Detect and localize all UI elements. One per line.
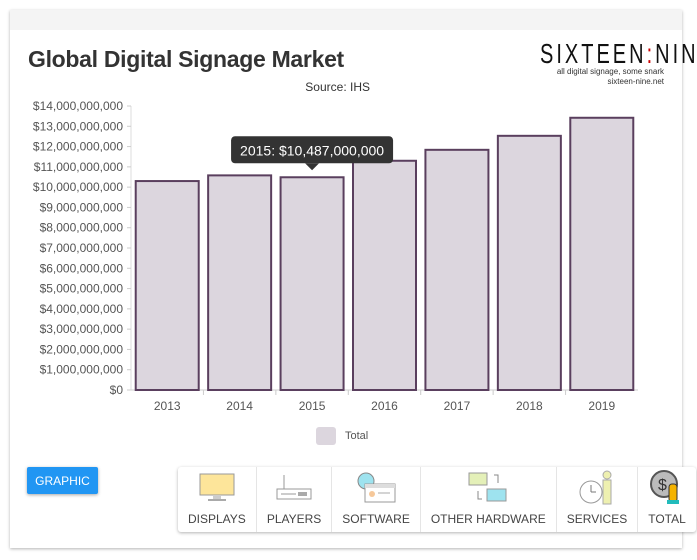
- category-tabs: DISPLAYS PLAYERS SOFTWARE OTHER HARDWARE…: [178, 467, 696, 532]
- tab-label: DISPLAYS: [188, 512, 246, 526]
- y-tick-label: $13,000,000,000: [33, 119, 123, 133]
- monitor-icon: [199, 470, 235, 506]
- clock-person-icon: [577, 470, 617, 506]
- bar-2016[interactable]: [352, 159, 417, 391]
- tab-other-hardware[interactable]: OTHER HARDWARE: [421, 467, 557, 532]
- tooltip-text: 2015: $10,487,000,000: [240, 142, 384, 158]
- y-tick-label: $4,000,000,000: [40, 302, 124, 316]
- y-tick-label: $14,000,000,000: [33, 99, 123, 113]
- tab-total[interactable]: $ TOTAL: [638, 467, 696, 532]
- y-tick-label: $8,000,000,000: [40, 221, 124, 235]
- y-tick-label: $6,000,000,000: [40, 261, 124, 275]
- legend-swatch: [316, 427, 336, 445]
- bar-2018[interactable]: [496, 134, 562, 391]
- legend-label: Total: [345, 430, 369, 442]
- tab-label: TOTAL: [648, 512, 686, 526]
- svg-text:$: $: [658, 477, 667, 494]
- bar-2013[interactable]: [134, 180, 200, 391]
- y-tick-label: $0: [110, 383, 124, 397]
- tab-services[interactable]: SERVICES: [557, 467, 639, 532]
- tab-players[interactable]: PLAYERS: [257, 467, 333, 532]
- x-tick-label: 2016: [371, 399, 398, 413]
- x-tick-label: 2014: [226, 399, 253, 413]
- y-tick-label: $2,000,000,000: [40, 342, 124, 356]
- logo-tagline: all digital signage, some snark: [556, 67, 664, 76]
- y-tick-label: $11,000,000,000: [34, 160, 124, 174]
- x-tick-label: 2019: [588, 399, 615, 413]
- x-tick-label: 2015: [299, 399, 326, 413]
- globe-window-icon: [356, 470, 396, 506]
- tab-label: SERVICES: [566, 512, 628, 526]
- y-tick-label: $3,000,000,000: [40, 322, 124, 336]
- bar-2015[interactable]: [279, 176, 345, 391]
- y-tick-label: $5,000,000,000: [40, 282, 124, 296]
- legend[interactable]: Total: [316, 427, 368, 445]
- sixteen-nine-logo: SIXTEEN:NINE all digital signage, some s…: [540, 39, 697, 87]
- computers-sync-icon: [468, 470, 508, 506]
- y-tick-label: $12,000,000,000: [33, 140, 123, 154]
- logo-wordmark: SIXTEEN:NINE: [540, 39, 697, 71]
- tooltip-pointer: [305, 163, 320, 171]
- y-tick-label: $10,000,000,000: [33, 180, 123, 194]
- x-tick-label: 2017: [444, 399, 471, 413]
- dollar-coin-hand-icon: $: [649, 470, 685, 506]
- router-icon: [276, 470, 312, 506]
- tab-label: OTHER HARDWARE: [430, 512, 546, 526]
- y-tick-label: $7,000,000,000: [40, 241, 124, 255]
- chart-title: Global Digital Signage Market: [28, 46, 344, 72]
- bar-2019[interactable]: [569, 116, 635, 391]
- x-tick-label: 2018: [516, 399, 543, 413]
- tooltip-box: [231, 136, 394, 164]
- tab-label: PLAYERS: [266, 512, 322, 526]
- tab-label: SOFTWARE: [342, 512, 410, 526]
- bar-2014[interactable]: [207, 174, 273, 391]
- graphic-button[interactable]: GRAPHIC: [27, 467, 98, 494]
- y-tick-label: $1,000,000,000: [40, 363, 124, 377]
- chart-subtitle: Source: IHS: [305, 80, 370, 94]
- tab-software[interactable]: SOFTWARE: [332, 467, 421, 532]
- tab-displays[interactable]: DISPLAYS: [178, 467, 257, 532]
- x-tick-label: 2013: [154, 399, 181, 413]
- bar-2017[interactable]: [424, 148, 490, 391]
- y-tick-label: $9,000,000,000: [40, 200, 124, 214]
- logo-url: sixteen-nine.net: [607, 77, 664, 86]
